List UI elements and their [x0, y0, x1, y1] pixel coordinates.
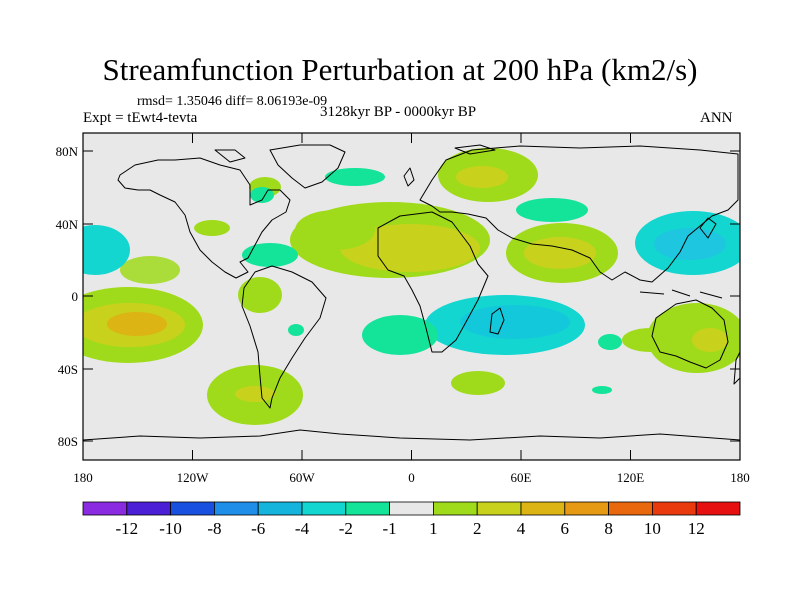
- coast-north-america: [117, 157, 291, 279]
- colorbar-label: -4: [295, 519, 310, 538]
- anomaly-north-atlantic-east: [295, 210, 375, 250]
- coastlines: [83, 144, 740, 441]
- colorbar-label: 1: [429, 519, 438, 538]
- anomaly-north-atlantic-teal: [325, 168, 385, 186]
- lat-label-40s: 40S: [58, 362, 78, 377]
- coast-japan: [699, 217, 717, 239]
- anomaly-africa-east-teal: [598, 334, 622, 350]
- lat-label-80n: 80N: [56, 144, 79, 159]
- coast-madagascar: [489, 307, 505, 335]
- anomaly-south-america-teal: [288, 324, 304, 336]
- colorbar-label: -6: [251, 519, 265, 538]
- coast-eurasia: [419, 145, 739, 283]
- anomaly-caribbean: [242, 243, 298, 267]
- anomaly-south-indian: [622, 328, 678, 352]
- lon-label-180e: 180: [730, 470, 750, 485]
- season-label: ANN: [700, 110, 733, 126]
- lon-label-0: 0: [408, 470, 415, 485]
- coast-new-zealand: [733, 351, 740, 385]
- colorbar-label: -8: [207, 519, 221, 538]
- lat-labels: 80N 40N 0 40S 80S: [56, 144, 79, 449]
- period-label: 3128kyr BP - 0000kyr BP: [320, 104, 477, 120]
- lat-label-0: 0: [72, 289, 79, 304]
- map-background: [83, 133, 740, 460]
- plot-title: Streamfunction Perturbation at 200 hPa (…: [102, 52, 698, 87]
- lon-label-60w: 60W: [289, 470, 315, 485]
- coast-africa: [377, 211, 489, 353]
- coast-australia: [651, 299, 729, 369]
- colorbar-label: -12: [115, 519, 138, 538]
- anomaly-southeast-pacific-core: [235, 386, 275, 402]
- colorbar-box: [608, 501, 653, 516]
- lon-label-120e: 120E: [617, 470, 645, 485]
- colorbar-box: [257, 501, 303, 516]
- anomaly-north-pacific-far-east: [83, 225, 130, 275]
- colorbar-box: [126, 501, 172, 516]
- colorbar-box: [695, 501, 741, 516]
- colorbar-box: [213, 501, 259, 516]
- lat-ticks: [83, 150, 740, 442]
- lon-label-180w: 180: [73, 470, 93, 485]
- colorbar-box: [301, 501, 347, 516]
- anomaly-greenland-teal: [250, 187, 274, 203]
- anomaly-northwest-pacific: [635, 211, 740, 275]
- anomaly-eastern-pacific: [194, 220, 230, 236]
- anomaly-south-atlantic-teal: [362, 315, 438, 355]
- lon-label-60e: 60E: [511, 470, 532, 485]
- colorbar-label: 2: [473, 519, 482, 538]
- colorbar-box: [389, 501, 434, 516]
- anomaly-north-pacific-east: [120, 256, 180, 284]
- coast-antarctica: [83, 429, 740, 441]
- colorbar-box: [345, 501, 390, 516]
- coast-south-america: [241, 265, 327, 409]
- colorbar-box: [432, 501, 478, 516]
- anomaly-australia-core: [692, 328, 728, 352]
- anomaly-south-atlantic: [451, 371, 505, 395]
- colorbar-label: 6: [561, 519, 570, 538]
- anomaly-europe: [438, 148, 538, 202]
- colorbar-label: 10: [644, 519, 661, 538]
- colorbar-labels: -12 -10 -8 -6 -4 -2 -1 1 2 4 6 8 10 12: [115, 519, 704, 538]
- colorbar-box: [520, 501, 566, 516]
- anomaly-south-pacific-west: [83, 287, 203, 363]
- lat-label-40n: 40N: [56, 217, 79, 232]
- colorbar: [82, 501, 741, 516]
- anomaly-indian-teal: [592, 386, 612, 394]
- coast-british-isles: [403, 167, 415, 187]
- anomaly-south-america: [238, 277, 282, 313]
- coast-greenland: [269, 144, 346, 189]
- lon-labels: 180 120W 60W 0 60E 120E 180: [73, 470, 750, 485]
- colorbar-label: -10: [159, 519, 182, 538]
- coast-arctic-islands: [214, 144, 496, 163]
- lat-label-80s: 80S: [58, 434, 78, 449]
- colorbar-label: 8: [604, 519, 613, 538]
- colorbar-label: -2: [339, 519, 353, 538]
- colorbar-box: [82, 501, 128, 516]
- colorbar-label: -1: [383, 519, 397, 538]
- coast-indonesia: [639, 289, 723, 299]
- lon-label-120w: 120W: [177, 470, 210, 485]
- stats-text: rmsd= 1.35046 diff= 8.06193e-09: [137, 94, 328, 109]
- lon-ticks: [82, 133, 741, 460]
- anomaly-southern-africa: [425, 295, 585, 355]
- colorbar-box: [652, 501, 697, 516]
- experiment-label: Expt = tEwt4-tevta: [83, 110, 198, 126]
- anomaly-siberia-teal: [516, 198, 588, 222]
- colorbar-label: 4: [517, 519, 526, 538]
- colorbar-box: [170, 501, 215, 516]
- anomaly-central-asia: [506, 223, 618, 283]
- colorbar-box: [564, 501, 609, 516]
- colorbar-label: 12: [688, 519, 705, 538]
- colorbar-box: [476, 501, 522, 516]
